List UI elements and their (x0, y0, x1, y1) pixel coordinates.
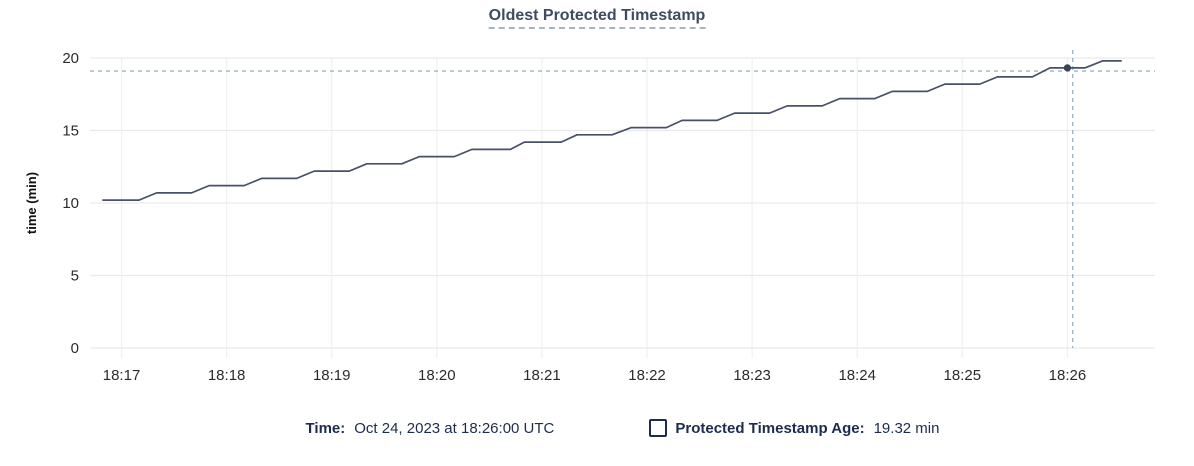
series-value: 19.32 min (873, 419, 940, 437)
series-line (102, 60, 1122, 201)
x-tick-label: 18:20 (418, 367, 456, 384)
x-tick-label: 18:21 (523, 367, 561, 384)
x-tick-label: 18:25 (944, 367, 982, 384)
y-tick-label: 15 (62, 123, 79, 140)
x-tick-label: 18:23 (733, 367, 771, 384)
chart-plot-area[interactable]: 0 5 10 15 20 18:17 18:18 18:19 18:20 18:21 18:22 18… (0, 0, 1194, 400)
hover-legend: Time: Oct 24, 2023 at 18:26:00 UTC Prote… (90, 410, 1155, 446)
y-tick-label: 5 (71, 268, 79, 285)
y-tick-label: 0 (71, 340, 79, 357)
hover-dot (1063, 64, 1072, 72)
hover-time-label: Time: (305, 419, 346, 437)
chart-title[interactable]: Oldest Protected Timestamp (488, 7, 706, 29)
x-tick-label: 18:18 (208, 367, 246, 384)
x-tick-label: 18:24 (838, 367, 876, 384)
x-tick-label: 18:26 (1049, 367, 1087, 384)
y-tick-label: 20 (62, 50, 79, 67)
legend-item-protected-timestamp-age[interactable]: Protected Timestamp Age: 19.32 min (649, 419, 939, 437)
x-tick-label: 18:17 (103, 367, 141, 384)
x-tick-label: 18:19 (313, 367, 351, 384)
series-swatch-icon[interactable] (649, 419, 668, 437)
x-tick-label: 18:22 (628, 367, 666, 384)
y-axis-title: time (min) (24, 172, 39, 234)
hover-time-value: Oct 24, 2023 at 18:26:00 UTC (354, 419, 555, 437)
y-tick-label: 10 (62, 195, 79, 212)
series-label: Protected Timestamp Age: (675, 419, 865, 437)
hover-time: Time: Oct 24, 2023 at 18:26:00 UTC (306, 420, 555, 437)
